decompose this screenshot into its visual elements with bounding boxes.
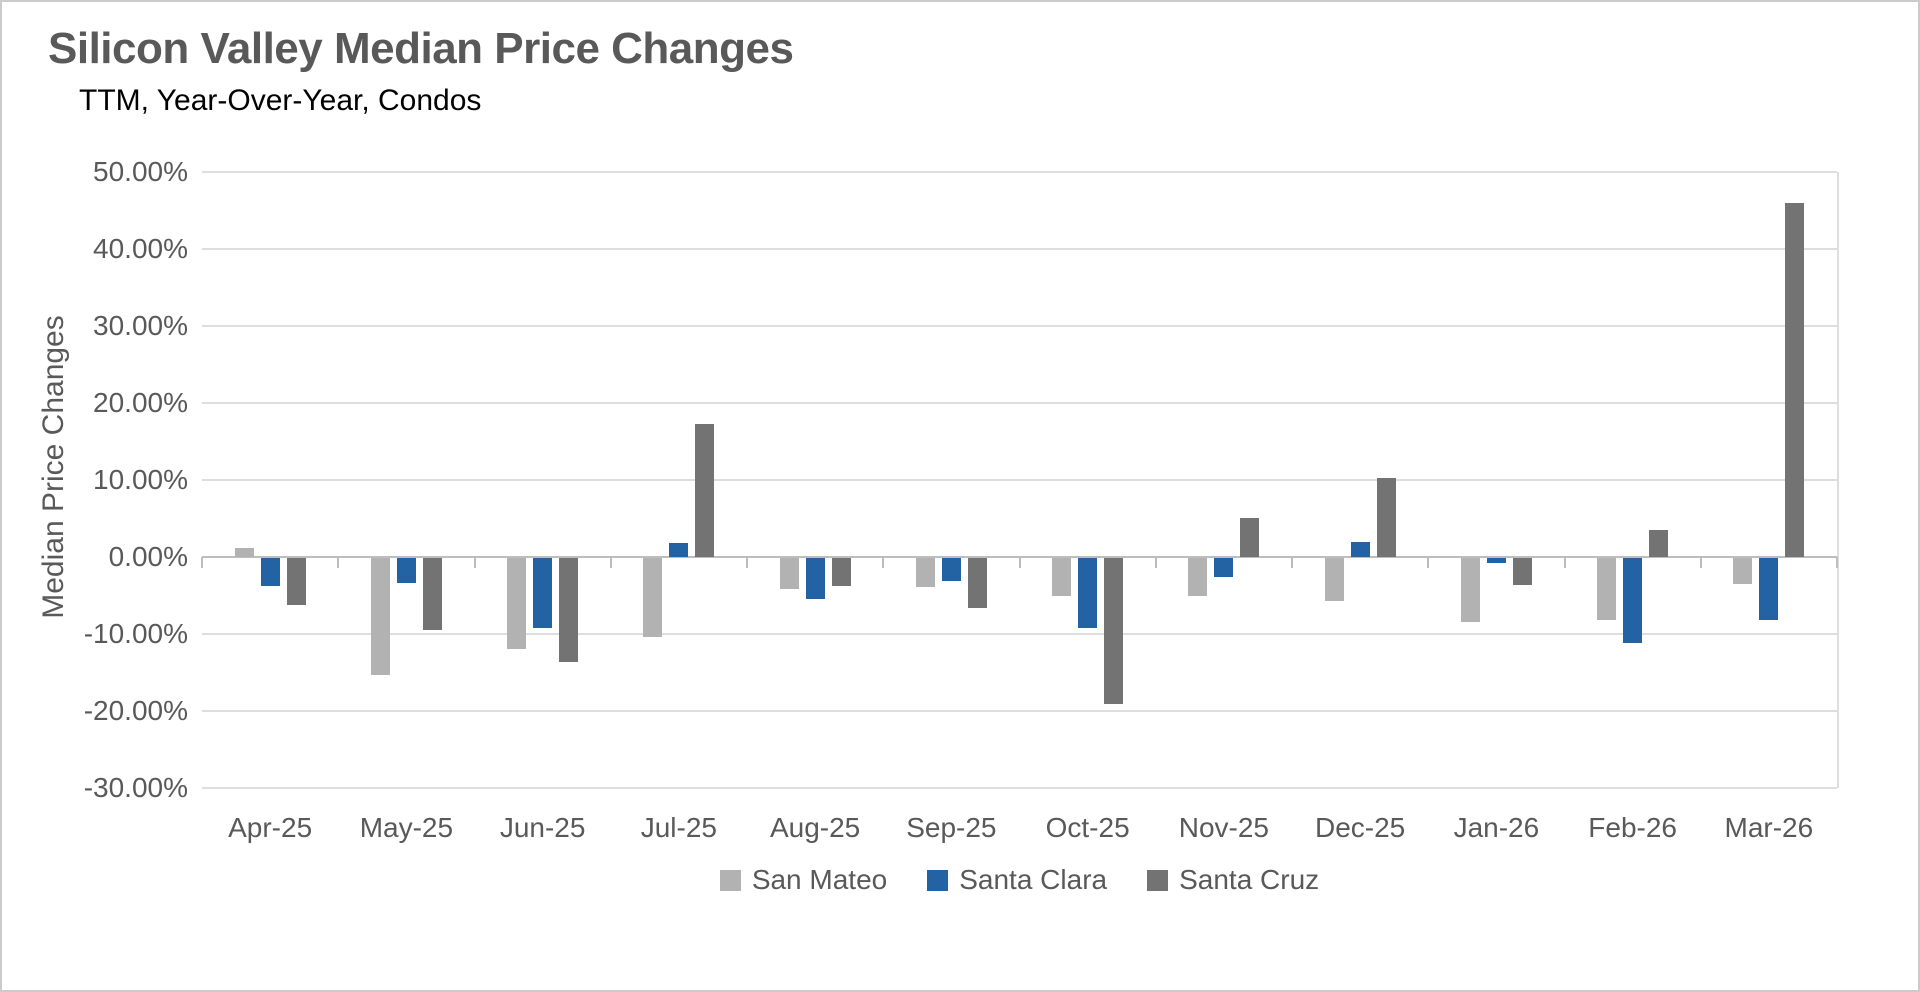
x-tick-label: Feb-26 bbox=[1588, 812, 1677, 843]
x-tick-label: Nov-25 bbox=[1178, 812, 1269, 843]
bar-santa-cruz bbox=[1512, 558, 1532, 585]
x-tick-label: Mar-26 bbox=[1724, 812, 1814, 843]
category-axis-tick bbox=[1291, 557, 1293, 568]
bar-san-mateo bbox=[1052, 558, 1072, 596]
bar-san-mateo bbox=[370, 558, 390, 676]
category-axis-tick bbox=[1018, 557, 1021, 568]
x-tick-label: Dec-25 bbox=[1314, 812, 1406, 843]
category-axis-tick bbox=[1563, 557, 1566, 568]
bar-santa-clara bbox=[1350, 541, 1370, 557]
bar-santa-clara bbox=[260, 558, 280, 586]
x-tick-label: Sep-25 bbox=[906, 812, 997, 843]
x-tick-label: Apr-25 bbox=[228, 812, 313, 843]
bar-santa-clara bbox=[1759, 558, 1779, 620]
y-tick-label: 20.00% bbox=[93, 387, 188, 418]
y-tick-label: 10.00% bbox=[93, 464, 188, 495]
bar-santa-clara bbox=[805, 558, 825, 599]
y-tick-label: -10.00% bbox=[83, 618, 188, 649]
legend: San Mateo Santa Clara Santa Cruz bbox=[202, 864, 1837, 896]
bar-santa-cruz bbox=[967, 558, 987, 609]
bar-san-mateo bbox=[915, 558, 935, 588]
legend-item-san-mateo: San Mateo bbox=[719, 864, 888, 896]
x-tick-label: May-25 bbox=[359, 812, 454, 843]
gridline bbox=[202, 402, 1837, 404]
legend-swatch-icon bbox=[1147, 869, 1169, 891]
gridline bbox=[202, 325, 1837, 327]
bar-san-mateo bbox=[1460, 558, 1480, 622]
bar-san-mateo bbox=[1324, 558, 1344, 602]
bar-san-mateo bbox=[779, 558, 799, 589]
category-axis-tick bbox=[882, 557, 885, 568]
bar-santa-clara bbox=[533, 558, 553, 629]
x-tick-label: Jun-25 bbox=[499, 812, 586, 843]
bar-santa-cruz bbox=[1376, 477, 1396, 557]
chart-subtitle: TTM, Year-Over-Year, Condos bbox=[79, 84, 482, 117]
gridline bbox=[202, 787, 1837, 789]
bar-santa-cruz bbox=[1785, 202, 1805, 557]
legend-item-santa-cruz: Santa Cruz bbox=[1147, 864, 1319, 896]
bar-san-mateo bbox=[1188, 558, 1208, 596]
y-tick-label: 30.00% bbox=[93, 310, 188, 341]
legend-swatch-icon bbox=[719, 869, 741, 891]
legend-label: Santa Cruz bbox=[1179, 864, 1320, 895]
bar-santa-cruz bbox=[422, 558, 442, 630]
y-tick-label: 0.00% bbox=[108, 541, 188, 572]
y-tick-label: 50.00% bbox=[93, 156, 188, 187]
legend-item-santa-clara: Santa Clara bbox=[927, 864, 1107, 896]
bar-santa-clara bbox=[1078, 558, 1098, 629]
category-axis-tick bbox=[337, 557, 340, 568]
bar-santa-cruz bbox=[1240, 517, 1260, 557]
bar-santa-cruz bbox=[1649, 530, 1669, 557]
gridline bbox=[202, 479, 1837, 481]
bar-san-mateo bbox=[507, 558, 527, 649]
y-tick-label: 40.00% bbox=[93, 233, 188, 264]
category-axis-tick bbox=[746, 557, 748, 568]
bar-santa-cruz bbox=[286, 558, 306, 605]
category-axis-tick bbox=[1427, 557, 1430, 568]
bar-san-mateo bbox=[1597, 558, 1617, 620]
bar-santa-clara bbox=[941, 558, 961, 582]
bar-san-mateo bbox=[234, 547, 254, 557]
x-tick-label: Oct-25 bbox=[1045, 812, 1130, 843]
category-axis-tick bbox=[1154, 557, 1157, 568]
bar-santa-clara bbox=[669, 543, 689, 557]
category-axis-tick bbox=[473, 557, 476, 568]
y-tick-label: -30.00% bbox=[83, 772, 188, 803]
bar-santa-cruz bbox=[831, 558, 851, 587]
bar-santa-cruz bbox=[695, 423, 715, 557]
bar-santa-clara bbox=[396, 558, 416, 583]
y-tick-label: -20.00% bbox=[83, 695, 188, 726]
gridline bbox=[202, 633, 1837, 635]
legend-label: Santa Clara bbox=[959, 864, 1108, 895]
plot-right-border bbox=[1837, 172, 1839, 788]
x-tick-label: Aug-25 bbox=[769, 812, 861, 843]
gridline bbox=[202, 171, 1837, 173]
x-tick-label: Jan-26 bbox=[1453, 812, 1540, 843]
bar-santa-cruz bbox=[559, 558, 579, 662]
chart-title: Silicon Valley Median Price Changes bbox=[48, 24, 794, 73]
bar-santa-clara bbox=[1214, 558, 1234, 578]
category-axis-tick bbox=[201, 557, 203, 568]
bar-san-mateo bbox=[1733, 558, 1753, 585]
category-axis-tick bbox=[1699, 557, 1702, 568]
category-axis-tick bbox=[609, 557, 612, 568]
bar-santa-clara bbox=[1623, 558, 1643, 643]
gridline bbox=[202, 710, 1837, 712]
category-axis-tick bbox=[1836, 557, 1838, 568]
legend-swatch-icon bbox=[927, 869, 949, 891]
bar-santa-clara bbox=[1486, 558, 1506, 563]
x-tick-label: Jul-25 bbox=[640, 812, 717, 843]
gridline bbox=[202, 248, 1837, 250]
legend-label: San Mateo bbox=[751, 864, 888, 895]
bar-santa-cruz bbox=[1104, 558, 1124, 704]
bar-san-mateo bbox=[643, 558, 663, 638]
